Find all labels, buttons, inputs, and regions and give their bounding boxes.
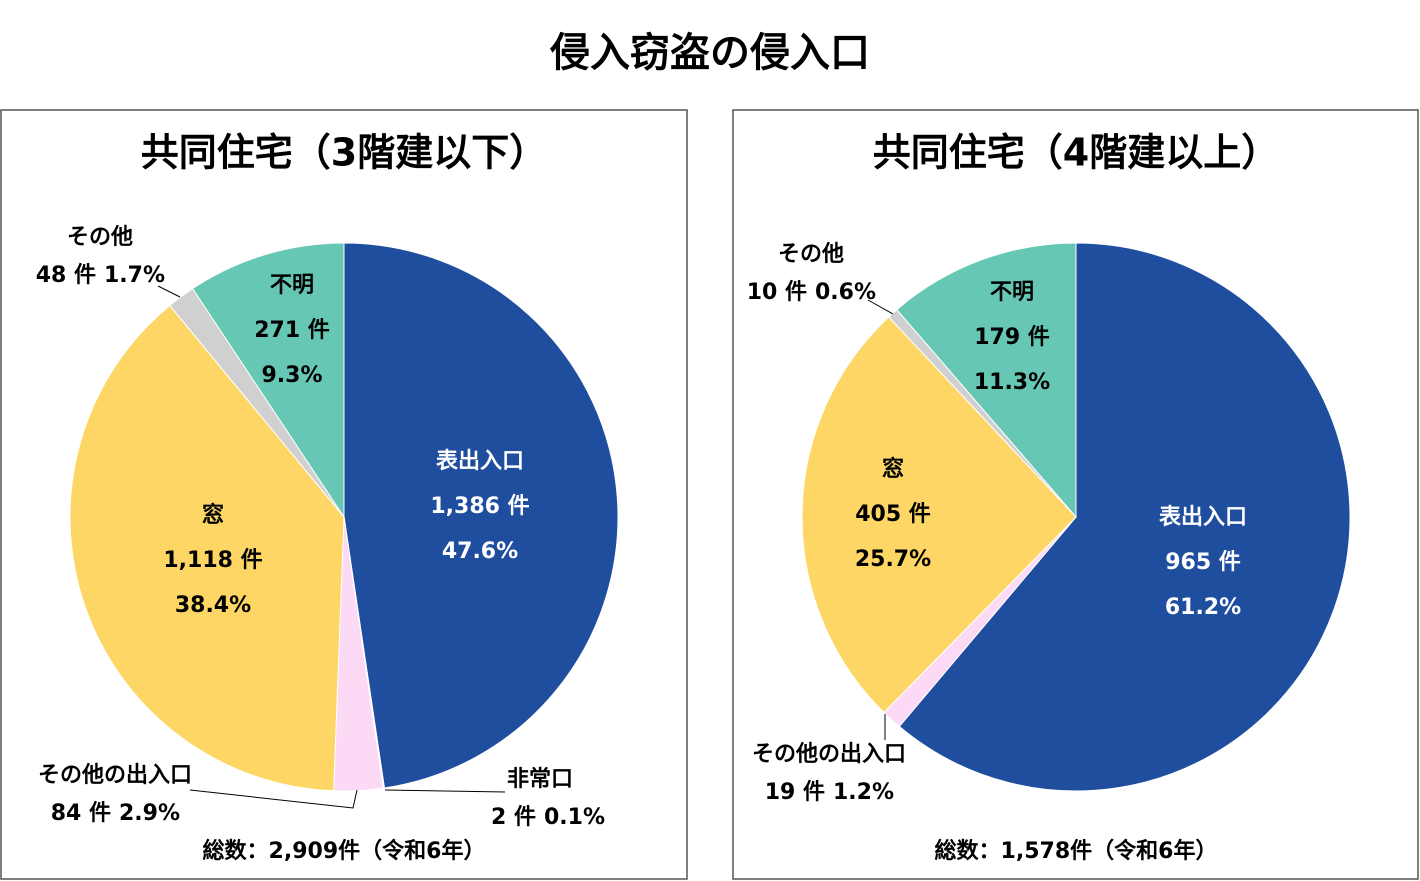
- slice-percent: 25.7%: [855, 547, 931, 572]
- slice-percent: 1.7%: [104, 263, 165, 288]
- slice-percent: 38.4%: [175, 593, 251, 618]
- slice-name: 不明: [270, 273, 314, 298]
- slice-count: 10 件: [747, 280, 807, 305]
- pie-slice: [801, 316, 1077, 714]
- slice-count: 271 件: [254, 318, 330, 343]
- leader-line: [384, 789, 506, 793]
- slice-count: 19 件: [765, 780, 825, 805]
- slice-percent: 0.1%: [544, 805, 605, 830]
- panel-title: 共同住宅（3階建以下）: [141, 131, 547, 175]
- total-label: 総数：1,578件（令和6年）: [935, 838, 1218, 864]
- slice-count: 84 件: [51, 801, 111, 826]
- main-title: 侵入窃盗の侵入口: [549, 30, 870, 76]
- slice-percent: 0.6%: [815, 280, 876, 305]
- panel-frame: [732, 109, 1419, 880]
- slice-name: その他の出入口: [752, 742, 906, 767]
- total-label: 総数：2,909件（令和6年）: [203, 838, 486, 864]
- slice-name: その他の出入口: [38, 763, 192, 788]
- slice-name: その他: [67, 225, 133, 250]
- slice-name: 表出入口: [436, 449, 524, 474]
- leader-line: [867, 299, 894, 315]
- leader-line: [157, 285, 181, 298]
- slice-count: 1,118 件: [163, 548, 262, 573]
- slice-name: 窓: [202, 502, 224, 528]
- slice-count: 2 件: [491, 805, 536, 830]
- pie-slice: [343, 242, 619, 789]
- slice-count: 179 件: [974, 325, 1050, 350]
- slice-name: 表出入口: [1159, 505, 1247, 530]
- slice-count: 405 件: [855, 502, 931, 527]
- pie-slice: [69, 304, 345, 792]
- slice-name: その他: [778, 242, 844, 267]
- panel-frame: [0, 109, 688, 880]
- slice-percent: 9.3%: [261, 363, 322, 388]
- pie-slice: [898, 242, 1351, 792]
- slice-count: 1,386 件: [430, 494, 529, 519]
- leader-line: [189, 789, 358, 809]
- slice-percent: 47.6%: [442, 539, 518, 564]
- pie-slice: [896, 242, 1077, 519]
- panel-title: 共同住宅（4階建以上）: [873, 131, 1279, 175]
- slice-name: 非常口: [507, 766, 573, 792]
- slice-name: 窓: [882, 456, 904, 482]
- slice-percent: 1.2%: [833, 780, 894, 805]
- pie-slice: [191, 242, 345, 519]
- slice-name: 不明: [990, 280, 1034, 305]
- slice-count: 48 件: [36, 263, 96, 288]
- slice-percent: 61.2%: [1165, 595, 1241, 620]
- slice-count: 965 件: [1165, 550, 1241, 575]
- slice-percent: 2.9%: [119, 801, 180, 826]
- slice-percent: 11.3%: [974, 370, 1050, 395]
